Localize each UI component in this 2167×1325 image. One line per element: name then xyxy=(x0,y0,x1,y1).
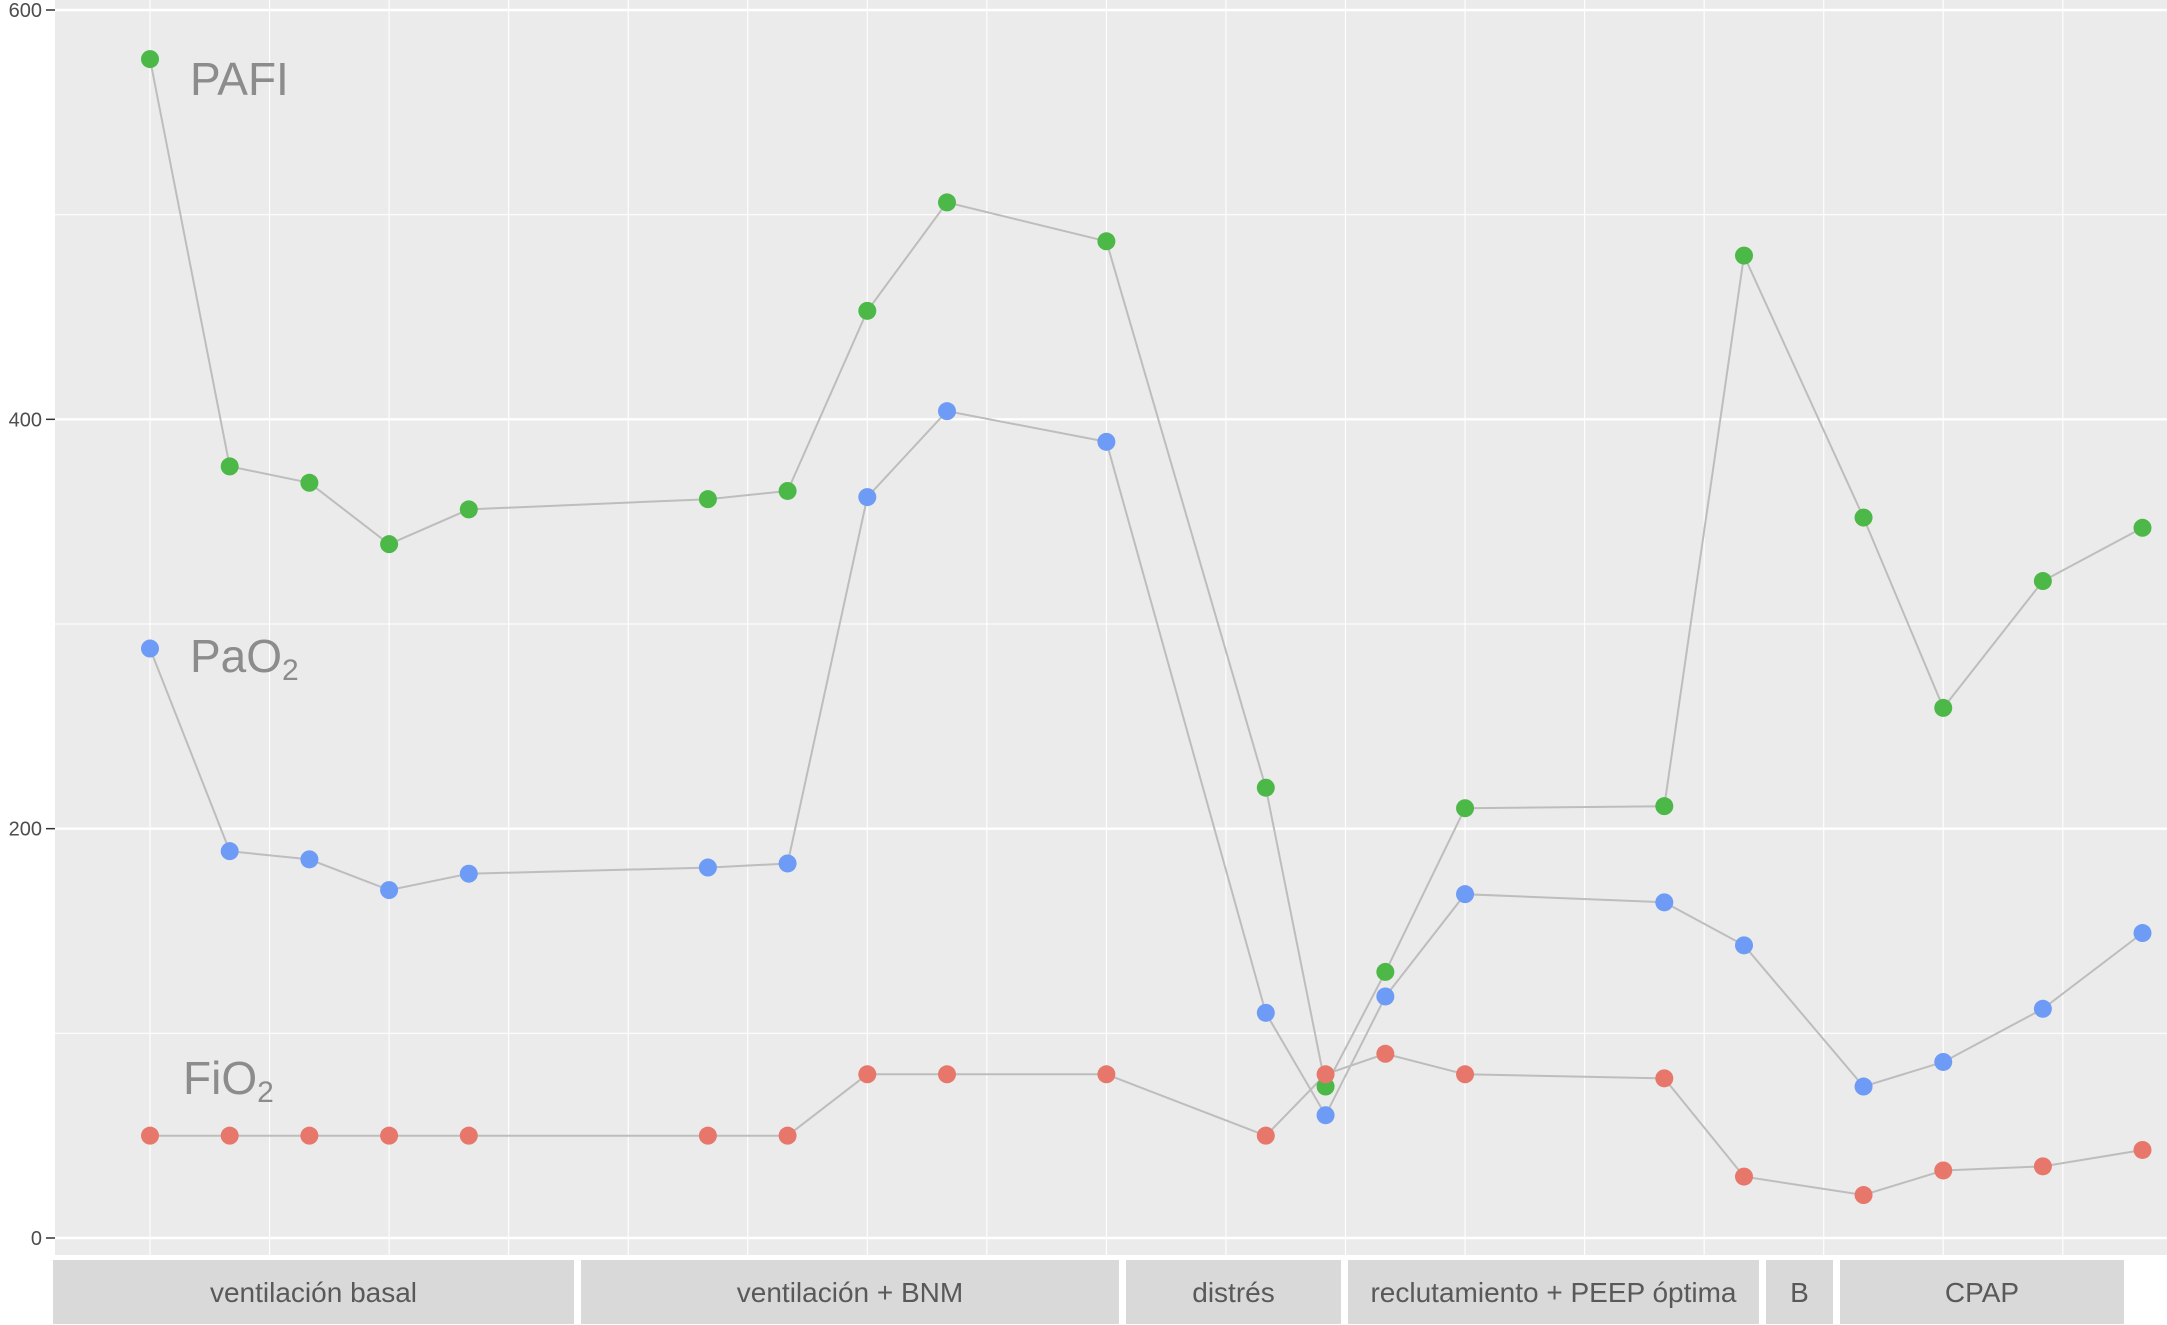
data-point xyxy=(1376,1044,1395,1063)
data-point xyxy=(1456,799,1475,818)
grid-lines xyxy=(55,0,2167,1255)
series-label: PaO2 xyxy=(190,630,299,687)
data-point xyxy=(220,842,239,861)
data-point xyxy=(1456,1065,1475,1084)
data-point xyxy=(300,473,319,492)
data-point xyxy=(1256,1126,1275,1145)
data-point xyxy=(1655,797,1674,816)
phase-label: distrés xyxy=(1192,1277,1274,1308)
data-point xyxy=(698,1126,717,1145)
data-point xyxy=(778,854,797,873)
phase-strip xyxy=(53,1260,574,1324)
y-tick-label: 200 xyxy=(9,819,42,841)
y-tick-label: 0 xyxy=(31,1228,42,1250)
data-point xyxy=(1934,1161,1953,1180)
y-tick-label: 400 xyxy=(9,409,42,431)
phase-strip xyxy=(581,1260,1119,1324)
series-lines xyxy=(149,58,2144,1197)
data-point xyxy=(1854,508,1873,527)
series-line-1 xyxy=(149,410,2144,1118)
data-point xyxy=(1735,1167,1753,1186)
data-point xyxy=(380,535,399,554)
data-point xyxy=(938,1065,956,1084)
data-point xyxy=(141,1126,159,1145)
series-points xyxy=(141,50,2152,1205)
phase-strip xyxy=(1126,1260,1341,1324)
phase-strip xyxy=(1840,1260,2124,1324)
data-point xyxy=(141,639,159,658)
data-point xyxy=(1735,936,1753,955)
data-point xyxy=(1097,1065,1116,1084)
data-point xyxy=(459,864,478,883)
data-point xyxy=(380,1126,399,1145)
data-point xyxy=(1376,962,1395,981)
data-point xyxy=(858,488,877,507)
data-point xyxy=(1097,432,1116,451)
data-point xyxy=(1934,698,1953,717)
phase-label: reclutamiento + PEEP óptima xyxy=(1370,1277,1736,1308)
y-tick-label: 600 xyxy=(9,0,42,22)
data-point xyxy=(1256,1003,1275,1022)
data-point xyxy=(380,881,399,900)
plot-panel xyxy=(55,0,2167,1255)
data-point xyxy=(778,481,797,500)
data-point xyxy=(459,1126,478,1145)
data-point xyxy=(938,193,956,212)
phase-label: CPAP xyxy=(1945,1277,2019,1308)
data-point xyxy=(1655,1069,1674,1088)
data-point xyxy=(1854,1077,1873,1096)
data-point xyxy=(220,1126,239,1145)
data-point xyxy=(1097,232,1116,251)
data-point xyxy=(1735,246,1753,265)
data-point xyxy=(1854,1186,1873,1205)
data-point xyxy=(220,457,239,476)
data-point xyxy=(2033,1157,2052,1176)
data-point xyxy=(2133,518,2152,537)
data-point xyxy=(1655,893,1674,912)
data-point xyxy=(2033,572,2052,591)
y-axis: 0 200 400 600 xyxy=(9,0,55,1250)
data-point xyxy=(1934,1052,1953,1071)
data-point xyxy=(1456,885,1475,904)
phase-label: B xyxy=(1790,1277,1809,1308)
phase-strips: ventilación basal ventilación + BNM distré… xyxy=(53,1260,2124,1324)
data-point xyxy=(2133,1140,2152,1159)
data-point xyxy=(2033,999,2052,1018)
data-point xyxy=(1316,1065,1335,1084)
series-line-2 xyxy=(150,1052,2143,1197)
data-point xyxy=(141,50,159,69)
data-point xyxy=(778,1126,797,1145)
data-point xyxy=(300,850,319,869)
data-point xyxy=(1316,1106,1335,1125)
data-point xyxy=(938,402,956,421)
data-point xyxy=(459,500,478,519)
data-point xyxy=(2133,924,2152,943)
data-point xyxy=(300,1126,319,1145)
phase-strip xyxy=(1766,1260,1833,1324)
series-line-0 xyxy=(149,58,2143,1090)
phase-label: ventilación basal xyxy=(210,1277,417,1308)
data-point xyxy=(1256,778,1275,797)
phase-label: ventilación + BNM xyxy=(737,1277,963,1308)
data-point xyxy=(858,1065,877,1084)
data-point xyxy=(698,490,717,509)
series-label: PAFI xyxy=(190,53,289,105)
data-point xyxy=(698,858,717,877)
data-point xyxy=(1376,987,1395,1006)
data-point xyxy=(858,301,877,320)
phase-strip xyxy=(1348,1260,1759,1324)
